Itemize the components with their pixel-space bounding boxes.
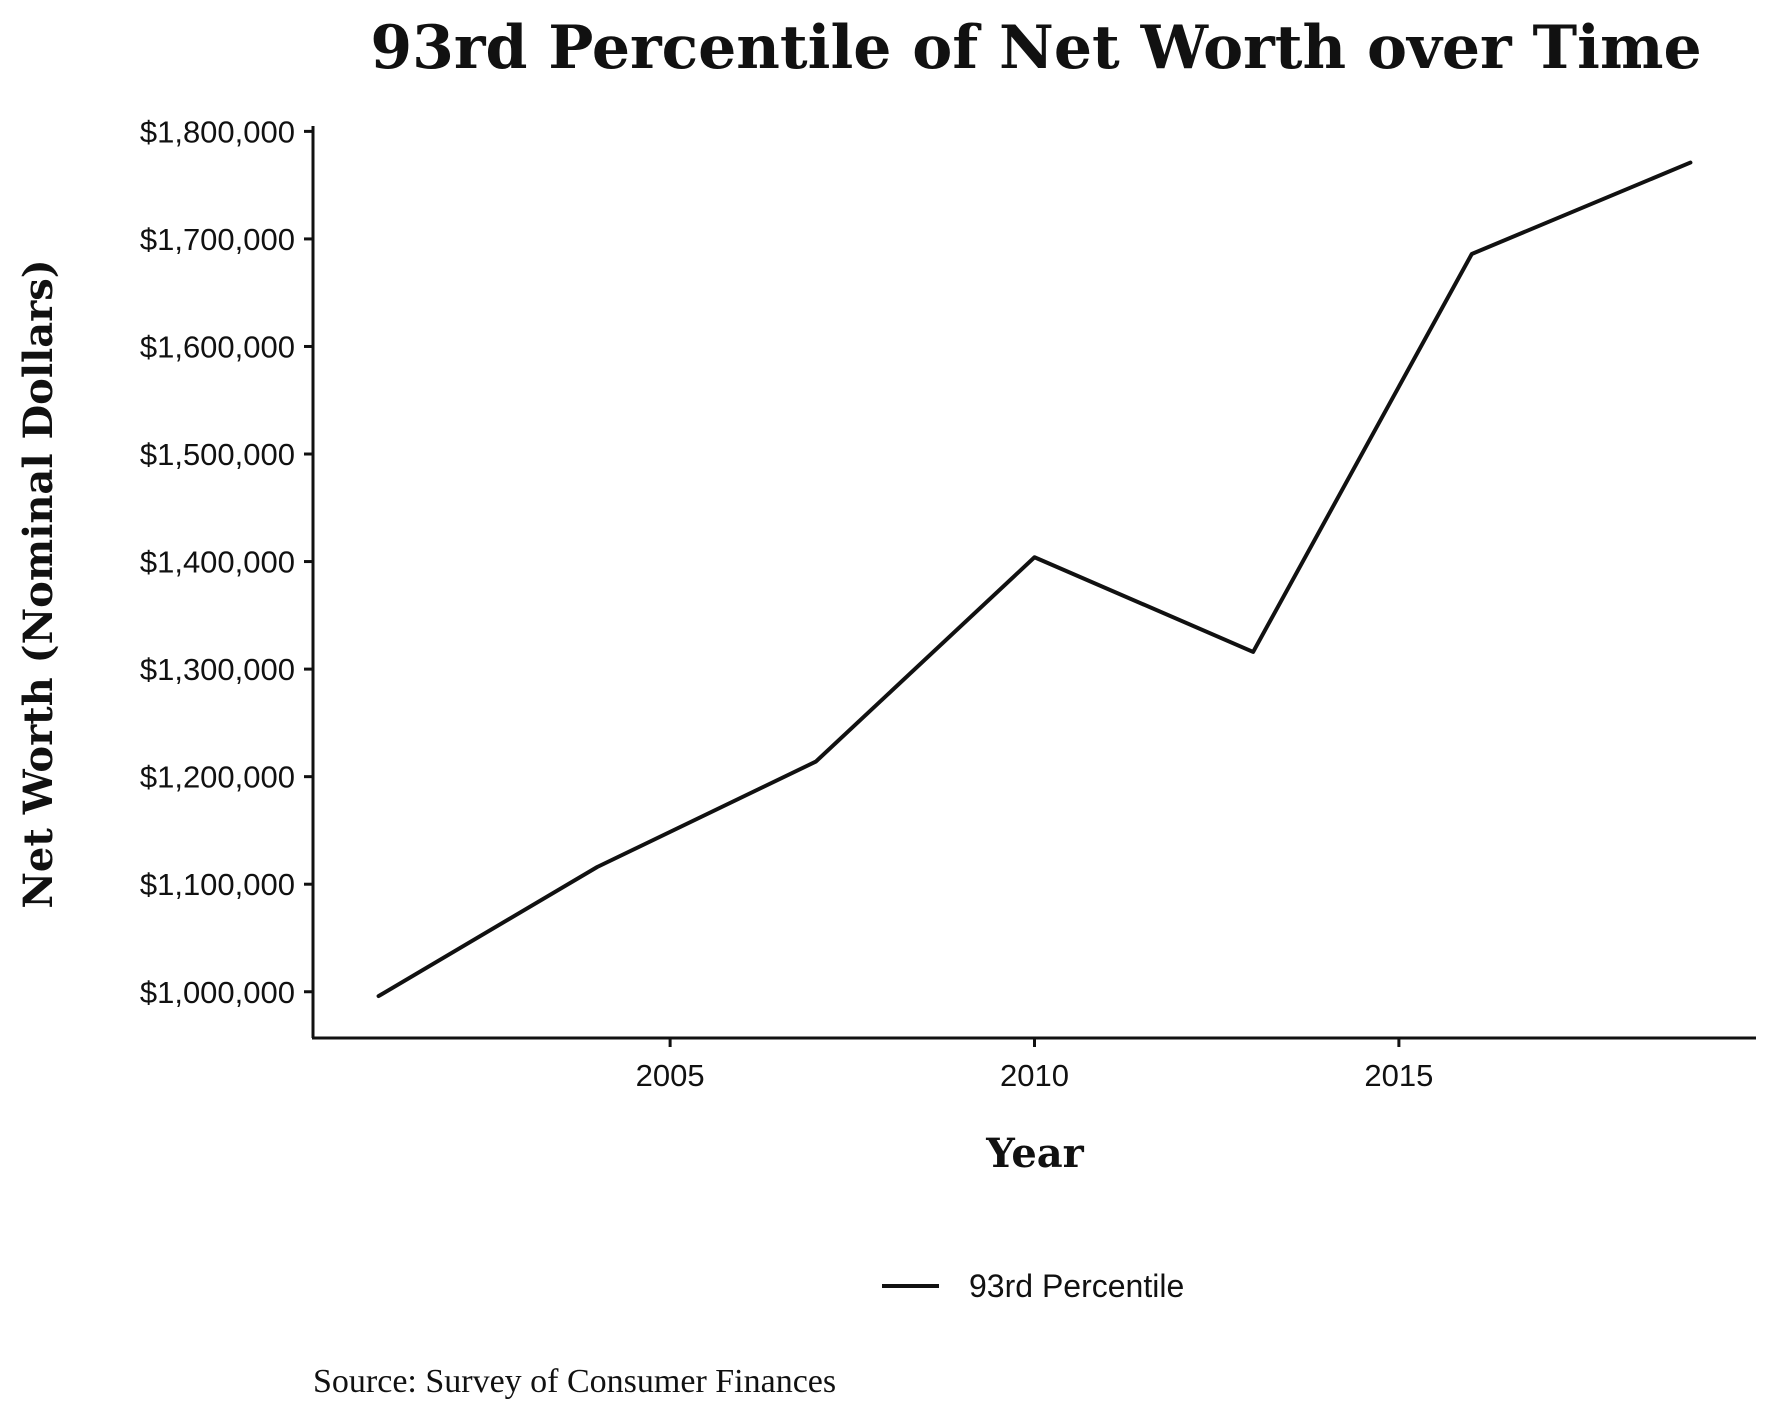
y-tick-label: $1,600,000 [140, 329, 295, 364]
series-line-93rd-percentile [376, 160, 1693, 999]
x-tick-label: 2010 [1000, 1058, 1069, 1093]
legend-label-93rd-percentile: 93rd Percentile [969, 1268, 1184, 1304]
y-tick-label: $1,700,000 [140, 222, 295, 257]
x-axis: 2005 2010 2015 [312, 1036, 1756, 1093]
x-axis-title: Year [985, 1130, 1084, 1177]
y-tick-label: $1,000,000 [140, 975, 295, 1010]
series-layer [376, 160, 1693, 999]
y-tick-label: $1,800,000 [140, 114, 295, 149]
x-tick-label: 2005 [636, 1058, 705, 1093]
y-tick-label: $1,400,000 [140, 545, 295, 580]
x-tick-label: 2015 [1364, 1058, 1433, 1093]
y-tick-label: $1,300,000 [140, 652, 295, 687]
y-axis: $1,000,000 $1,100,000 $1,200,000 $1,300,000… [140, 114, 315, 1038]
legend: 93rd Percentile [882, 1268, 1184, 1304]
chart-title: 93rd Percentile of Net Worth over Time [370, 13, 1701, 83]
y-tick-label: $1,100,000 [140, 867, 295, 902]
y-tick-label: $1,500,000 [140, 437, 295, 472]
source-note: Source: Survey of Consumer Finances [313, 1363, 836, 1400]
y-ticks: $1,000,000 $1,100,000 $1,200,000 $1,300,000… [140, 114, 313, 1010]
x-ticks: 2005 2010 2015 [636, 1038, 1433, 1093]
y-axis-title: Net Worth (Nominal Dollars) [15, 259, 62, 908]
y-tick-label: $1,200,000 [140, 760, 295, 795]
